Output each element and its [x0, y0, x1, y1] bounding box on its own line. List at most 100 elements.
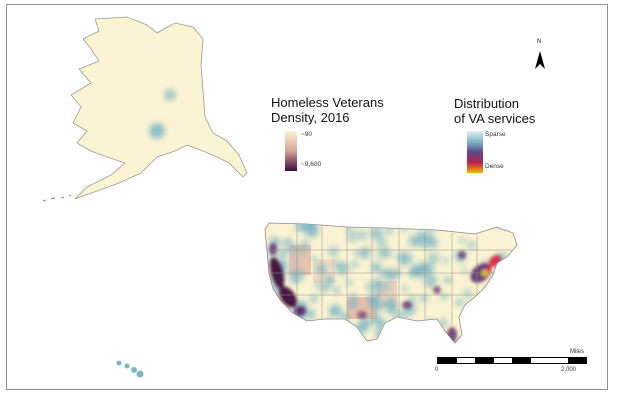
service-density-dot [467, 303, 479, 315]
service-density-dot [288, 269, 301, 282]
service-density-dot [458, 236, 466, 244]
service-density-dot [408, 271, 416, 278]
service-density-dot [385, 268, 398, 282]
service-density-dot [310, 294, 318, 303]
service-density-dot [420, 294, 429, 303]
service-density-dot [438, 318, 448, 328]
service-density-dot [336, 261, 350, 275]
service-density-dot [480, 326, 490, 336]
services-high-label: Dense [485, 163, 504, 170]
alaska-landmass [42, 16, 248, 202]
hotspot [433, 286, 441, 294]
service-density-dot [461, 267, 469, 275]
service-density-dot [345, 278, 353, 286]
service-density-dot [318, 282, 330, 294]
service-density-dot [470, 303, 482, 315]
service-density-dot [331, 329, 338, 336]
service-density-dot [423, 274, 438, 288]
service-density-dot [369, 226, 384, 241]
density-low-label: ~90 [301, 131, 313, 138]
service-density-dot [417, 263, 430, 276]
service-density-dot [293, 258, 300, 266]
service-density-dot [465, 303, 476, 314]
service-density-dot [367, 297, 380, 310]
service-density-dot [284, 320, 292, 328]
density-legend-title-line2: Density, 2016 [271, 110, 350, 125]
service-density-dot [396, 330, 408, 342]
hotspot [486, 266, 492, 272]
scale-min-label: 0 [435, 367, 439, 373]
service-density-dot [371, 262, 382, 273]
service-density-dot [386, 304, 398, 316]
service-density-dot [443, 276, 452, 284]
hotspot [458, 251, 466, 259]
service-density-dot [425, 223, 432, 229]
service-density-dot [301, 239, 310, 248]
service-density-dot [499, 288, 508, 298]
services-low-label: Sparse [485, 131, 506, 138]
service-density-dot [483, 285, 491, 293]
service-density-dot [498, 307, 512, 322]
service-density-dot [352, 249, 361, 258]
service-density-dot [379, 269, 388, 279]
service-density-dot [503, 331, 512, 340]
service-density-dot [346, 224, 353, 232]
service-density-dot [323, 327, 332, 336]
service-density-dot [501, 321, 510, 329]
service-density-dot [442, 257, 449, 264]
service-density-dot [408, 235, 420, 247]
scale-unit-label: Miles [570, 349, 585, 355]
service-density-dot [348, 298, 359, 309]
north-arrow-label: N [537, 39, 542, 45]
map-frame: N Homeless Veterans Density, 2016 ~90 ~9… [6, 4, 608, 390]
service-density-dot [286, 242, 299, 255]
scale-max-label: 2,000 [561, 367, 577, 373]
density-high-label: ~9,600 [301, 161, 322, 168]
service-density-dot [328, 304, 342, 318]
alaska-service-spot [149, 123, 165, 139]
service-density-dot [504, 223, 512, 230]
service-density-dot [437, 223, 445, 231]
north-arrow-icon [535, 51, 545, 69]
service-density-dot [385, 284, 393, 292]
service-density-dot [385, 226, 394, 235]
service-density-dot [400, 223, 409, 232]
service-density-dot [359, 317, 372, 329]
density-legend-title-line1: Homeless Veterans [271, 95, 384, 110]
service-density-dot [322, 319, 333, 329]
service-density-dot [500, 279, 507, 286]
service-density-dot [489, 315, 502, 328]
service-density-dot [399, 251, 413, 265]
service-density-dot [481, 295, 491, 305]
north-arrow [535, 51, 545, 69]
service-density-dot [346, 231, 358, 243]
service-density-dot [326, 275, 333, 283]
hotspot [402, 301, 412, 309]
service-density-dot [374, 283, 381, 290]
service-density-dot [305, 308, 316, 320]
service-density-dot [401, 285, 409, 292]
hotspot [447, 327, 457, 343]
contiguous-us [264, 222, 518, 344]
service-density-dot [305, 330, 316, 341]
service-density-dot [407, 294, 418, 304]
hawaii-islands [116, 360, 144, 378]
service-density-dot [455, 298, 464, 307]
service-density-dot [349, 292, 357, 299]
service-density-dot [416, 234, 430, 248]
alaska-service-spot [164, 89, 176, 101]
service-density-dot [295, 223, 308, 233]
service-density-dot [311, 256, 318, 263]
map-canvas [42, 16, 545, 378]
service-density-dot [265, 329, 276, 341]
alaska-shape [70, 16, 248, 200]
service-density-dot [277, 248, 288, 259]
hotspot [294, 306, 306, 316]
service-density-dot [340, 311, 351, 322]
hotspot [269, 243, 277, 255]
service-density-dot [427, 251, 440, 265]
service-density-dot [365, 280, 377, 293]
service-density-dot [332, 287, 340, 295]
hotspot [357, 311, 367, 319]
state-borders [269, 224, 512, 325]
